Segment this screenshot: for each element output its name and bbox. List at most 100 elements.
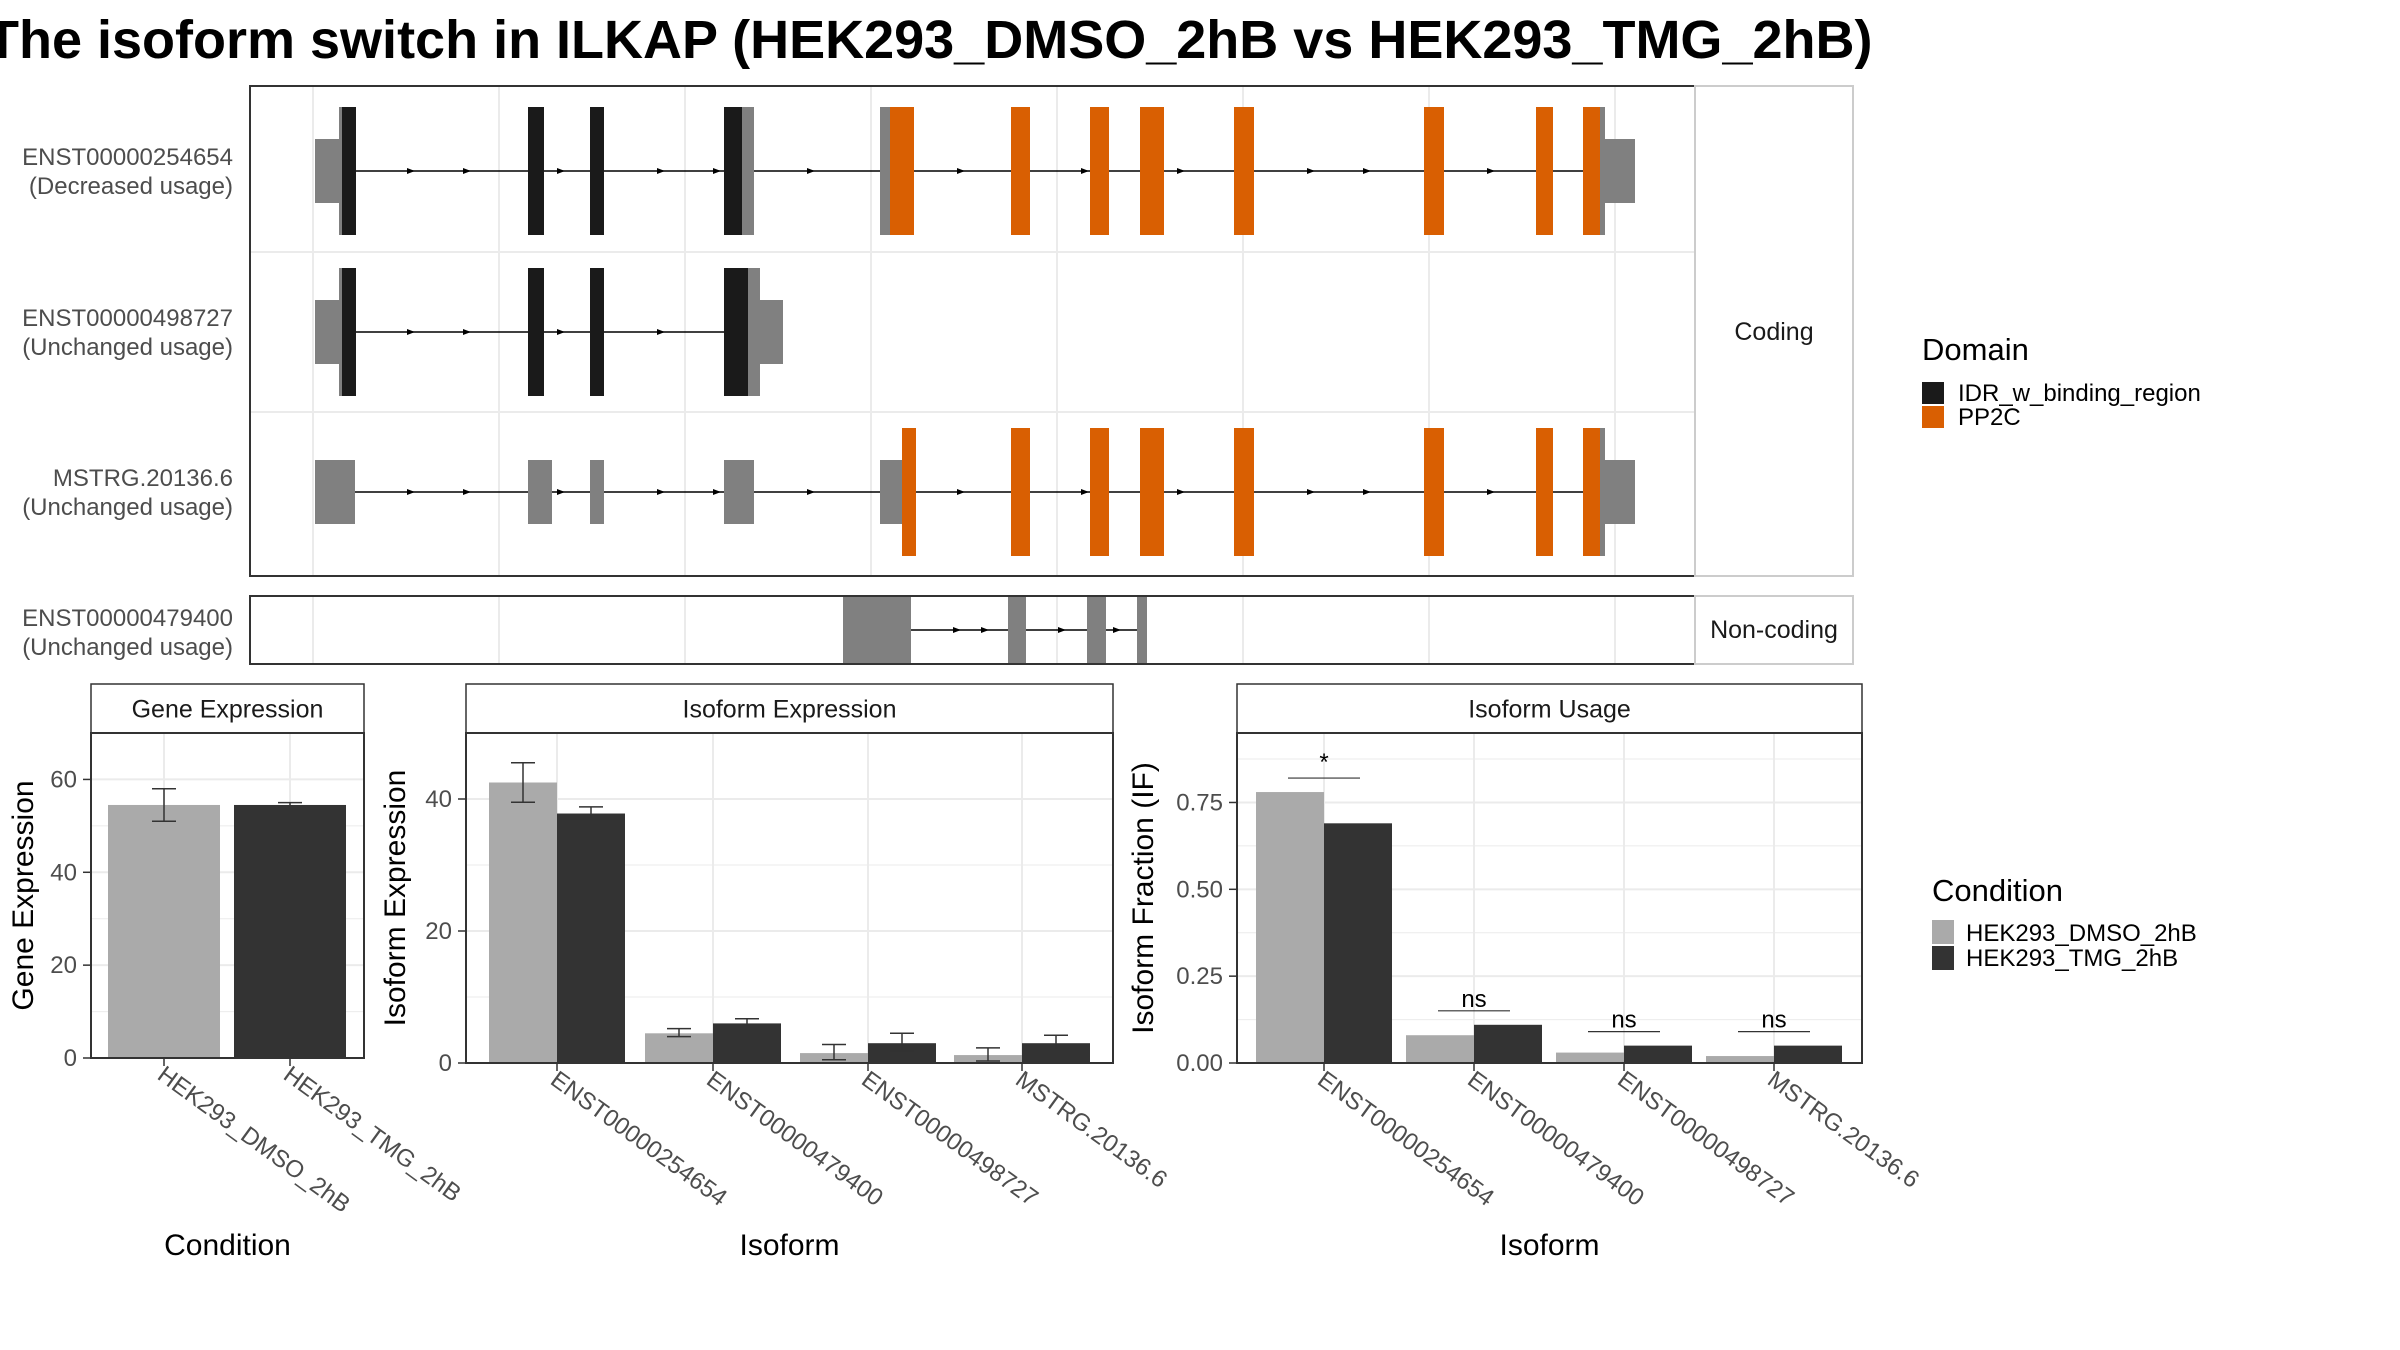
y-tick-label: 20 <box>50 952 77 979</box>
pp2c-exon <box>1583 107 1600 235</box>
transcript-usage-label: (Decreased usage) <box>29 173 233 200</box>
bar <box>1556 1052 1624 1063</box>
intron-arrow <box>1081 168 1089 174</box>
coding-transcript-tracks <box>315 107 1635 556</box>
idr-exon <box>724 107 742 235</box>
transcript-id-label: ENST00000479400 <box>22 605 233 632</box>
pp2c-exon <box>1140 428 1164 556</box>
bar <box>234 804 346 1058</box>
noncoding-exon <box>1087 597 1106 663</box>
condition-legend-label: HEK293_TMG_2hB <box>1966 945 2178 972</box>
utr-exon <box>755 300 783 364</box>
x-axis-title: Isoform <box>739 1229 839 1262</box>
y-tick-label: 0.00 <box>1176 1050 1223 1077</box>
panel-strip-label: Gene Expression <box>132 696 324 724</box>
utr-exon <box>590 460 604 524</box>
y-tick-label: 0 <box>439 1050 452 1077</box>
intron-arrow <box>407 329 415 335</box>
intron-arrow <box>463 168 471 174</box>
idr-exon <box>590 107 604 235</box>
utr-exon <box>528 460 552 524</box>
intron-arrow <box>1307 489 1315 495</box>
intron-arrow <box>657 168 665 174</box>
y-tick-label: 40 <box>425 786 452 813</box>
intron-arrow <box>807 489 815 495</box>
significance-label: ns <box>1761 1007 1786 1034</box>
intron-arrow <box>1177 168 1185 174</box>
utr-exon <box>315 460 355 524</box>
intron-arrow <box>807 168 815 174</box>
intron-arrow <box>1307 168 1315 174</box>
noncoding-strip-label: Non-coding <box>1710 616 1838 644</box>
isoform-usage-chart: Isoform UsageENST00000254654ENST00000479… <box>1127 683 1924 1262</box>
noncoding-exon <box>1008 597 1026 663</box>
isoform-expression-chart: Isoform ExpressionENST00000254654ENST000… <box>379 683 1172 1262</box>
pp2c-swatch <box>1922 406 1944 428</box>
x-axis-title: Condition <box>164 1229 291 1262</box>
bar <box>868 1043 936 1063</box>
utr-exon <box>724 460 754 524</box>
panel-strip <box>465 683 1114 734</box>
pp2c-exon <box>902 428 916 556</box>
intron-arrow <box>407 168 415 174</box>
bar <box>1706 1056 1774 1063</box>
intron-arrow <box>713 489 721 495</box>
pp2c-exon <box>1424 428 1444 556</box>
idr-exon <box>724 268 748 396</box>
pp2c-exon <box>1090 428 1109 556</box>
pp2c-exon <box>1090 107 1109 235</box>
idr-exon <box>342 268 356 396</box>
utr-exon <box>1600 139 1635 203</box>
pp2c-exon <box>1424 107 1444 235</box>
intron-arrow <box>1177 489 1185 495</box>
y-tick-label: 20 <box>425 918 452 945</box>
intron-arrow <box>981 627 989 633</box>
transcript-id-label: ENST00000498727 <box>22 305 233 332</box>
idr-exon <box>590 268 604 396</box>
bar <box>489 782 557 1063</box>
pp2c-exon <box>1140 107 1164 235</box>
intron-arrow <box>1113 627 1121 633</box>
significance-label: * <box>1319 749 1328 776</box>
coding-panel-frame <box>249 85 1696 577</box>
y-tick-label: 60 <box>50 766 77 793</box>
y-tick-label: 0.50 <box>1176 876 1223 903</box>
pp2c-exon <box>1536 107 1553 235</box>
noncoding-structure-panel: Non-coding <box>249 595 1854 665</box>
x-axis-title: Isoform <box>1499 1229 1599 1262</box>
bar <box>1624 1045 1692 1063</box>
panel-strip-label: Isoform Expression <box>683 696 897 724</box>
dmso-swatch <box>1932 920 1954 944</box>
tmg-swatch <box>1932 946 1954 970</box>
intron-arrow <box>1487 168 1495 174</box>
transcript-usage-label: (Unchanged usage) <box>22 494 233 521</box>
idr-exon <box>528 268 544 396</box>
y-axis-title: Isoform Expression <box>379 770 412 1027</box>
bar <box>1406 1035 1474 1063</box>
idr-swatch <box>1922 382 1944 404</box>
intron-arrow <box>1058 627 1066 633</box>
intron-arrow <box>463 329 471 335</box>
coding-strip <box>1694 85 1854 577</box>
panel-frame <box>1236 732 1863 1064</box>
utr-exon <box>315 300 343 364</box>
y-tick-label: 0.75 <box>1176 789 1223 816</box>
figure-title: The isoform switch in ILKAP (HEK293_DMSO… <box>0 10 1872 70</box>
pp2c-exon <box>1011 107 1030 235</box>
transcript-usage-label: (Unchanged usage) <box>22 334 233 361</box>
bar <box>1324 823 1392 1063</box>
bar <box>108 804 220 1058</box>
domain-legend: Domain IDR_w_binding_region PP2C <box>1922 332 2201 431</box>
intron-arrow <box>1363 489 1371 495</box>
intron-arrow <box>1363 168 1371 174</box>
domain-legend-title: Domain <box>1922 332 2029 367</box>
bar <box>1774 1045 1842 1063</box>
bar <box>645 1033 713 1063</box>
intron-arrow <box>557 168 565 174</box>
transcript-labels: ENST00000254654 (Decreased usage) ENST00… <box>22 144 233 661</box>
pp2c-exon <box>1536 428 1553 556</box>
pp2c-exon <box>1583 428 1600 556</box>
transcript-usage-label: (Unchanged usage) <box>22 634 233 661</box>
bar <box>1022 1043 1090 1063</box>
